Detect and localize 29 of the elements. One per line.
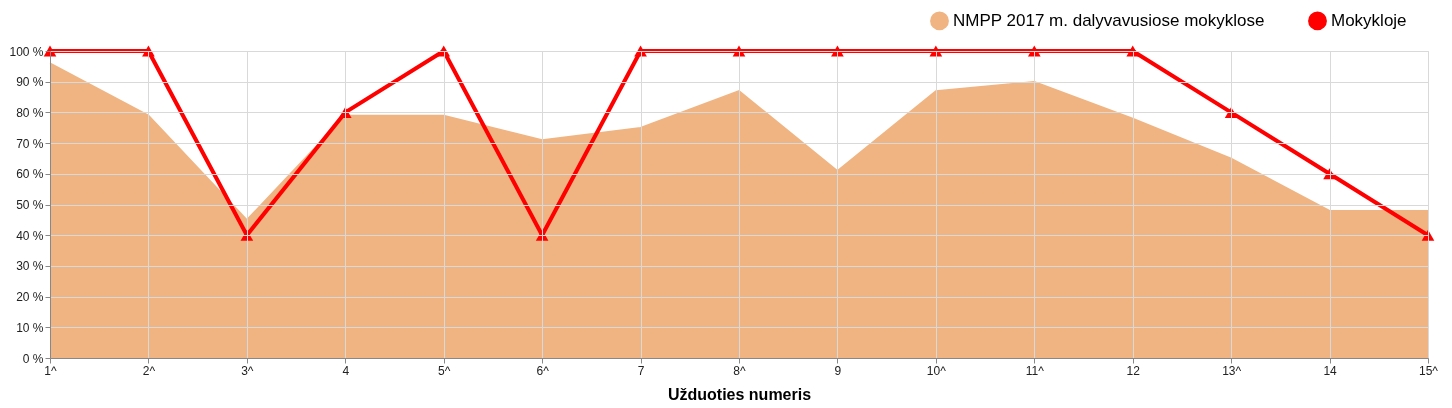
y-tick-label: 20 % <box>16 290 44 305</box>
legend-label: NMPP 2017 m. dalyvavusiose mokyklose <box>953 10 1265 30</box>
x-tick-label: 12 <box>1126 363 1141 378</box>
x-axis-title: Užduoties numeris <box>667 385 812 403</box>
x-tick-label: 7 <box>637 363 645 378</box>
y-tick-label: 0 % <box>22 351 44 366</box>
x-tick-label: 1^ <box>44 363 58 378</box>
legend-label: Mokykloje <box>1331 10 1407 30</box>
y-tick-label: 90 % <box>16 75 44 90</box>
y-tick-label: 100 % <box>9 44 44 59</box>
x-tick-label: 5^ <box>438 363 451 378</box>
x-tick-label: 11^ <box>1025 363 1045 378</box>
x-tick-label: 4 <box>342 363 350 378</box>
x-tick-label: 10^ <box>926 363 947 378</box>
y-tick-label: 30 % <box>16 259 44 274</box>
y-tick-label: 70 % <box>16 136 44 151</box>
y-tick-label: 40 % <box>16 228 44 243</box>
x-tick-label: 9 <box>834 363 842 378</box>
y-tick-label: 50 % <box>16 198 44 212</box>
x-tick-label: 6^ <box>536 363 550 378</box>
x-tick-label: 13^ <box>1222 363 1242 378</box>
x-tick-label: 8^ <box>733 363 747 378</box>
y-tick-label: 60 % <box>16 167 44 182</box>
x-tick-label: 14 <box>1323 363 1338 378</box>
y-tick-label: 10 % <box>16 320 44 335</box>
x-tick-label: 15^ <box>1419 363 1439 378</box>
x-tick-label: 3^ <box>241 363 254 378</box>
x-tick-label: 2^ <box>142 363 156 378</box>
y-tick-label: 80 % <box>16 105 44 120</box>
